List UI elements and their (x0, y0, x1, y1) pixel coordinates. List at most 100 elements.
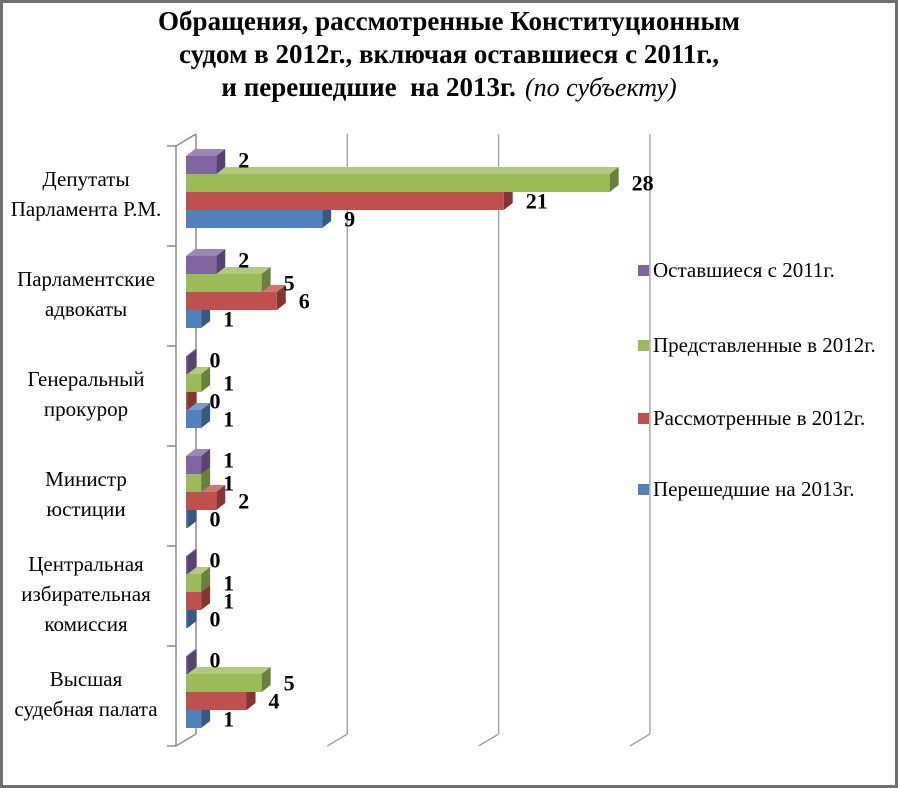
category-label-0: Депутаты Парламента Р.М. (4, 144, 168, 244)
bar-front-face (186, 256, 217, 274)
data-label-series3-cat2: 1 (223, 407, 234, 432)
bar-series0-cat3 (186, 449, 211, 474)
data-label-series1-cat4: 1 (223, 571, 234, 596)
category-label-3: Министр юстиции (4, 444, 168, 544)
category-label-line: комиссия (44, 612, 128, 636)
bar-top-face (186, 549, 197, 556)
category-label-2: Генеральный прокурор (4, 344, 168, 444)
category-label-line: Парламентские (17, 267, 155, 291)
data-label-series0-cat1: 2 (238, 248, 249, 273)
chart-title-line-2: судом в 2012г., включая оставшиеся с 201… (178, 39, 720, 69)
data-label-series3-cat3: 0 (210, 507, 221, 532)
bar-top-face (186, 449, 211, 456)
data-label-series2-cat1: 6 (299, 289, 310, 314)
bar-side-face (187, 349, 197, 374)
bar-side-face (216, 485, 226, 510)
chart-title: Обращения, рассмотренные Конституционным… (0, 5, 898, 104)
data-label-series0-cat4: 0 (210, 548, 221, 573)
bar-front-face (186, 392, 188, 410)
category-label-line: прокурор (43, 397, 129, 421)
bar-front-face (186, 310, 202, 328)
bar-front-face (186, 574, 202, 592)
gridline-foot-10 (326, 733, 348, 747)
data-label-series3-cat1: 1 (223, 307, 234, 332)
bar-front-face (186, 592, 202, 610)
bar-top-face (186, 403, 211, 410)
bar-front-face (186, 456, 202, 474)
bar-front-face (186, 710, 202, 728)
category-label-4: Центральная избирательная комиссия (4, 544, 168, 644)
bar-series0-cat0 (186, 149, 226, 174)
bar-side-face (609, 167, 619, 192)
bar-top-face (186, 667, 271, 674)
bar-side-face (201, 585, 211, 610)
bar-series0-cat4 (186, 549, 197, 574)
bar-series1-cat0 (186, 167, 619, 192)
category-label-line: Депутаты (42, 167, 130, 191)
bar-side-face (216, 149, 226, 174)
bar-side-face (201, 467, 211, 492)
bar-side-face (187, 549, 197, 574)
category-label-line: избирательная (21, 582, 151, 606)
category-label-line: адвокаты (44, 297, 128, 321)
bar-front-face (186, 510, 188, 528)
data-label-series2-cat4: 1 (223, 589, 234, 614)
data-label-series1-cat5: 5 (284, 671, 295, 696)
bar-front-face (186, 410, 202, 428)
category-label-line: Центральная (28, 552, 144, 576)
data-label-series2-cat3: 2 (238, 489, 249, 514)
bar-front-face (186, 210, 323, 228)
bar-top-face (186, 149, 226, 156)
bar-top-face (186, 167, 619, 174)
category-label-line: Генеральный (27, 367, 145, 391)
bar-front-face (186, 656, 188, 674)
bar-front-face (186, 492, 217, 510)
bar-series0-cat5 (186, 649, 197, 674)
bar-front-face (186, 610, 188, 628)
bar-side-face (201, 567, 211, 592)
bar-front-face (186, 274, 262, 292)
bar-front-face (186, 556, 188, 574)
bar-top-face (186, 567, 211, 574)
bar-top-face (186, 249, 226, 256)
data-label-series2-cat2: 0 (210, 389, 221, 414)
gridline-foot-20 (478, 733, 499, 747)
data-label-series0-cat3: 1 (223, 448, 234, 473)
category-label-line: судебная палата (14, 697, 158, 721)
chart-title-line-1: Обращения, рассмотренные Конституционным (158, 6, 740, 36)
data-label-series3-cat0: 9 (344, 207, 355, 232)
bar-side-face (261, 267, 271, 292)
bar-side-face (201, 403, 211, 428)
wall-top-edge (175, 133, 197, 147)
category-label-line: Парламента Р.М. (10, 197, 162, 221)
gridline-foot-30 (629, 733, 651, 747)
bar-front-face (186, 174, 610, 192)
bar-front-face (186, 292, 277, 310)
wall-bottom-edge (175, 733, 197, 747)
bar-side-face (201, 449, 211, 474)
bar-front-face (186, 674, 262, 692)
bar-front-face (186, 692, 247, 710)
category-label-line: Высшая (49, 667, 123, 691)
bar-series1-cat5 (186, 667, 271, 692)
bar-top-face (186, 649, 197, 656)
category-label-5: Высшая судебная палата (4, 644, 168, 744)
bar-series1-cat4 (186, 567, 211, 592)
chart-title-subtitle: (по субъекту) (524, 73, 677, 102)
bar-series1-cat2 (186, 367, 211, 392)
bar-series0-cat2 (186, 349, 197, 374)
data-label-series1-cat1: 5 (284, 271, 295, 296)
data-label-series3-cat4: 0 (210, 607, 221, 632)
bar-front-face (186, 156, 217, 174)
category-label-1: Парламентские адвокаты (4, 244, 168, 344)
category-label-line: юстиции (46, 497, 126, 521)
bar-front-face (186, 474, 202, 492)
bar-top-face (186, 367, 211, 374)
bar-series3-cat2 (186, 403, 211, 428)
bar-front-face (186, 192, 504, 210)
category-label-line: Министр (45, 467, 127, 491)
data-label-series0-cat2: 0 (210, 348, 221, 373)
data-label-series3-cat5: 1 (223, 707, 234, 732)
